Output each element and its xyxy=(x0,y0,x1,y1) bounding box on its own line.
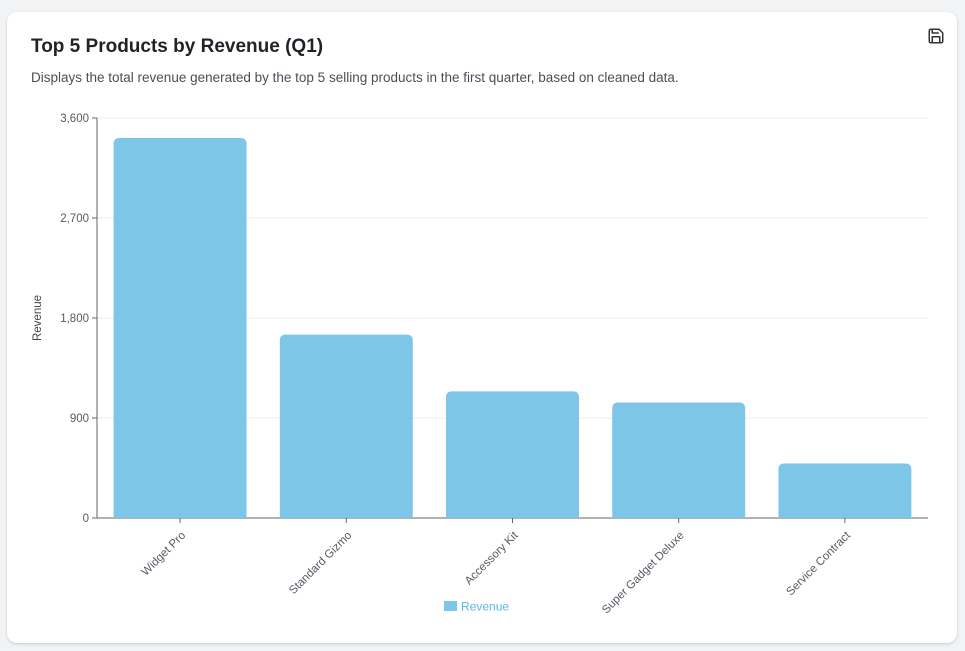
bar-standard-gizmo xyxy=(279,334,413,518)
bar-super-gadget-deluxe xyxy=(612,402,746,518)
y-axis-title: Revenue xyxy=(32,295,44,341)
bar-widget-pro xyxy=(113,138,247,518)
legend-label: Revenue xyxy=(461,600,509,614)
y-tick-label: 2,700 xyxy=(60,213,89,225)
y-tick-label: 3,600 xyxy=(60,113,89,125)
revenue-bar-chart: 0 900 1,800 2,700 3,600 Revenue Widget Pro Stan… xyxy=(32,113,928,617)
y-tick-label: 0 xyxy=(83,513,89,525)
y-tick-label: 1,800 xyxy=(60,313,89,325)
bar-service-contract xyxy=(778,463,912,518)
chart-description: Displays the total revenue generated by … xyxy=(31,70,679,85)
y-tick-label: 900 xyxy=(70,413,89,425)
chart-card: Top 5 Products by Revenue (Q1) Displays … xyxy=(7,12,957,643)
chart-title: Top 5 Products by Revenue (Q1) xyxy=(31,36,324,57)
x-tick-label: Super Gadget Deluxe xyxy=(600,530,687,617)
x-tick-label: Service Contract xyxy=(784,529,853,598)
x-tick-label: Accessory Kit xyxy=(463,529,521,587)
save-icon[interactable] xyxy=(927,27,945,45)
legend-swatch xyxy=(444,601,457,611)
bar-accessory-kit xyxy=(446,391,579,518)
x-tick-label: Standard Gizmo xyxy=(287,530,354,597)
x-tick-label: Widget Pro xyxy=(140,530,189,579)
